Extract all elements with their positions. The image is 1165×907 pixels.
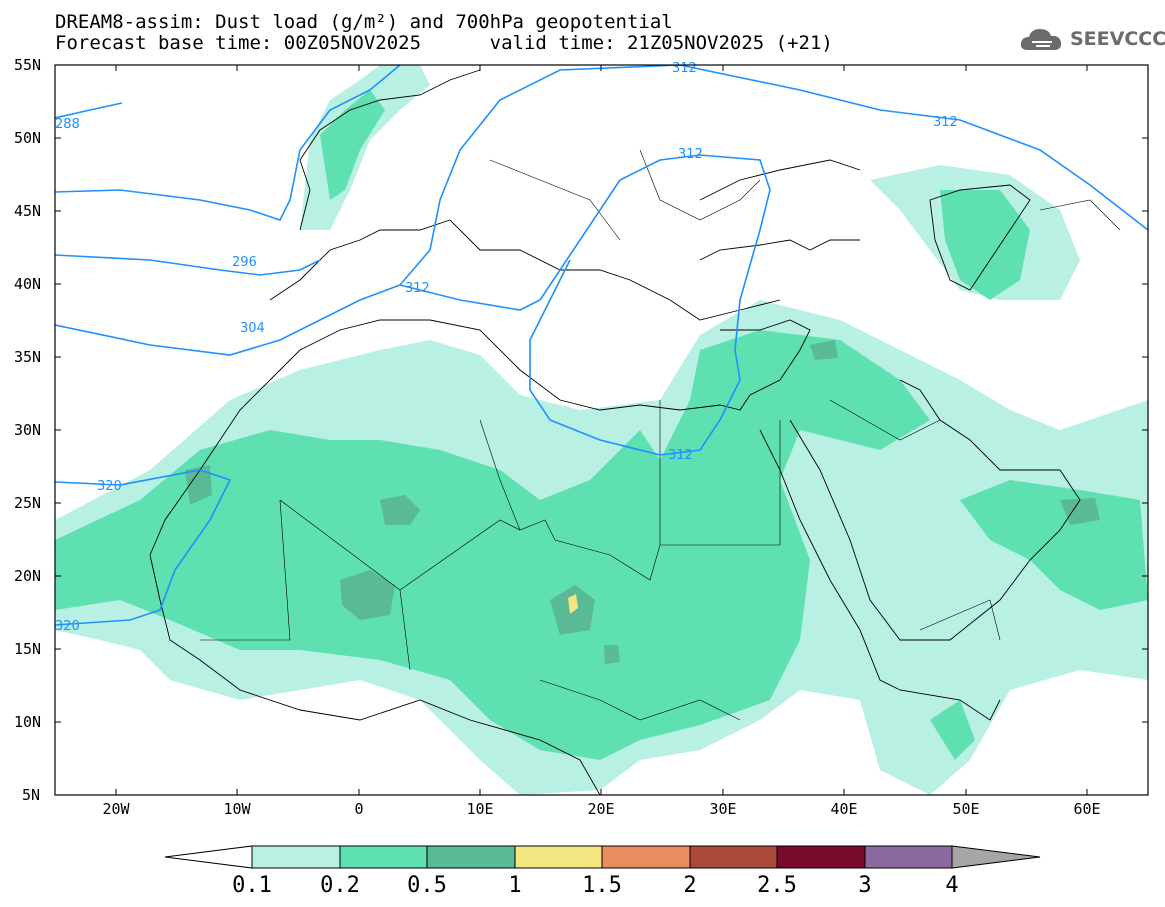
colorbar-swatch (689, 845, 778, 869)
colorbar-label: 3 (858, 873, 871, 898)
colorbar-swatch (251, 845, 341, 869)
colorbar-swatch (776, 845, 866, 869)
contour-label: 312 (668, 448, 693, 463)
longitude-labels: 20W 10W 0 10E 20E 30E 40E 50E 60E (102, 800, 1100, 818)
colorbar-swatch (864, 845, 953, 869)
colorbar-swatch (339, 845, 428, 869)
geopotential-contours (55, 65, 1148, 626)
coastlines (149, 69, 1081, 795)
colorbar-swatch (601, 845, 691, 869)
lon-label: 40E (830, 800, 857, 818)
colorbar-over-arrow (951, 845, 1041, 869)
cloud-icon (1020, 29, 1062, 50)
contour-label: 312 (405, 281, 430, 296)
lat-label: 25N (14, 494, 41, 512)
dust-level-1 (568, 594, 578, 614)
colorbar-label: 0.2 (320, 873, 360, 898)
lon-label: 10E (466, 800, 493, 818)
contour-label: 312 (672, 61, 697, 76)
lat-label: 40N (14, 275, 41, 293)
contour-label: 288 (55, 117, 80, 132)
contour-label: 304 (240, 321, 265, 336)
dust-level-0-2 (55, 90, 1148, 760)
lon-label: 20E (587, 800, 614, 818)
lat-label: 55N (14, 56, 41, 74)
axis-ticks (55, 64, 1148, 796)
colorbar-label: 0.5 (407, 873, 447, 898)
lon-label: 50E (952, 800, 979, 818)
forecast-times: Forecast base time: 00Z05NOV2025 valid t… (55, 32, 833, 54)
lon-label: 60E (1073, 800, 1100, 818)
lat-label: 20N (14, 567, 41, 585)
colorbar-swatch (426, 845, 516, 869)
lat-label: 15N (14, 640, 41, 658)
colorbar-label: 2 (683, 873, 696, 898)
colorbar-label: 1.5 (582, 873, 622, 898)
colorbar: 0.1 0.2 0.5 1 1.5 2 2.5 3 4 (164, 845, 1041, 898)
map-title: DREAM8-assim: Dust load (g/m²) and 700hP… (55, 11, 673, 33)
lat-label: 10N (14, 713, 41, 731)
contour-label: 296 (232, 255, 257, 270)
colorbar-swatch (514, 845, 603, 869)
dust-level-0-5 (185, 340, 1100, 664)
latitude-labels: 55N 50N 45N 40N 35N 30N 25N 20N 15N 10N … (14, 56, 41, 804)
lat-label: 35N (14, 348, 41, 366)
lon-label: 10W (223, 800, 251, 818)
colorbar-label: 4 (945, 873, 958, 898)
lat-label: 50N (14, 129, 41, 147)
colorbar-under-arrow (164, 845, 253, 869)
logo-text: SEEVCCC (1070, 28, 1165, 50)
contour-label: 320 (97, 479, 122, 494)
colorbar-label: 1 (508, 873, 521, 898)
dust-field (55, 65, 1148, 795)
lon-label: 20W (102, 800, 130, 818)
colorbar-label: 2.5 (757, 873, 797, 898)
lon-label: 30E (709, 800, 736, 818)
lon-label: 0 (354, 800, 363, 818)
contour-label: 312 (933, 115, 958, 130)
lat-label: 30N (14, 421, 41, 439)
lat-label: 45N (14, 202, 41, 220)
borders (200, 149, 1121, 721)
colorbar-label: 0.1 (232, 873, 272, 898)
contour-label: 312 (678, 147, 703, 162)
lat-label: 5N (22, 786, 40, 804)
contour-label: 320 (55, 619, 80, 634)
